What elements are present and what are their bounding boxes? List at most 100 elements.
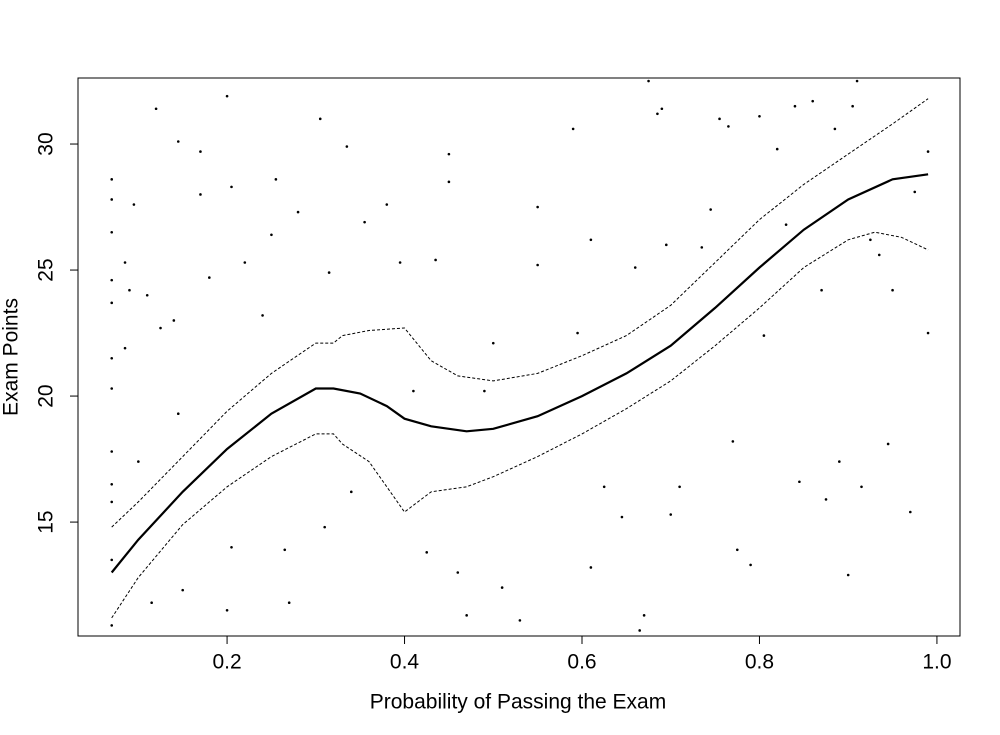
point	[536, 205, 539, 209]
point	[855, 79, 859, 83]
point	[345, 145, 349, 148]
point	[176, 140, 180, 143]
point	[123, 261, 127, 264]
point	[110, 278, 114, 282]
point	[926, 150, 930, 153]
point	[137, 460, 140, 463]
point	[909, 510, 912, 514]
point	[731, 440, 735, 443]
point	[775, 147, 779, 151]
plot-box	[77, 77, 961, 637]
point	[727, 125, 730, 128]
point	[150, 601, 153, 605]
point	[718, 117, 721, 121]
point	[571, 127, 575, 131]
point	[700, 246, 704, 249]
point	[110, 624, 114, 627]
point	[811, 99, 815, 103]
point	[128, 288, 131, 292]
point	[793, 104, 797, 108]
point	[110, 230, 114, 234]
confidence-band	[111, 231, 929, 619]
point	[398, 261, 402, 264]
x-tick-label: 0.2	[212, 651, 241, 674]
point	[110, 356, 114, 360]
point	[749, 563, 752, 567]
point	[758, 115, 761, 118]
point	[784, 223, 788, 226]
point	[270, 233, 273, 237]
point	[110, 198, 114, 201]
point	[385, 203, 389, 206]
fit-line	[110, 173, 929, 574]
point	[225, 94, 229, 98]
point	[110, 387, 114, 390]
point	[913, 190, 917, 194]
point	[230, 545, 233, 549]
point	[199, 150, 202, 153]
point	[518, 619, 522, 622]
point	[287, 601, 291, 605]
point	[323, 525, 326, 529]
y-tick-label: 20	[35, 384, 58, 407]
point	[243, 261, 247, 264]
point	[735, 548, 739, 552]
point	[620, 515, 624, 519]
point	[110, 482, 114, 486]
point	[447, 180, 451, 184]
point	[762, 334, 766, 337]
point	[664, 243, 668, 247]
y-tick-label: 25	[35, 258, 58, 281]
point	[145, 293, 149, 297]
point	[176, 412, 180, 416]
point	[349, 490, 353, 494]
point	[877, 253, 881, 257]
point	[327, 271, 331, 274]
x-tick-label: 0.4	[390, 651, 420, 674]
point	[576, 331, 579, 335]
point	[589, 238, 593, 242]
point	[283, 548, 287, 552]
point	[363, 220, 366, 224]
point	[886, 442, 890, 446]
point	[208, 276, 211, 279]
point	[434, 258, 437, 262]
point	[824, 498, 828, 501]
point	[110, 500, 114, 504]
point	[110, 558, 114, 562]
point	[199, 193, 202, 196]
point	[230, 185, 233, 189]
y-axis-title: Exam Points	[0, 298, 23, 416]
y-tick-label: 15	[35, 510, 58, 533]
confidence-band	[111, 98, 929, 528]
point	[447, 152, 451, 156]
point	[851, 104, 854, 108]
point	[318, 117, 322, 121]
point	[656, 112, 659, 116]
point	[633, 266, 637, 269]
point	[456, 571, 460, 574]
point	[500, 586, 504, 589]
point	[123, 346, 127, 350]
point	[820, 288, 823, 292]
point	[669, 513, 673, 516]
x-tick-label: 0.6	[567, 651, 596, 674]
point	[833, 127, 837, 131]
point	[602, 485, 606, 489]
point	[159, 326, 162, 330]
point	[589, 566, 593, 569]
point	[465, 614, 468, 617]
point	[425, 551, 429, 554]
point	[536, 263, 539, 267]
point	[642, 614, 646, 617]
point	[110, 450, 114, 453]
point	[110, 178, 114, 181]
point	[678, 485, 681, 489]
point	[709, 208, 712, 211]
point	[274, 178, 278, 181]
point	[926, 331, 930, 335]
point	[838, 460, 841, 463]
point	[225, 608, 229, 612]
